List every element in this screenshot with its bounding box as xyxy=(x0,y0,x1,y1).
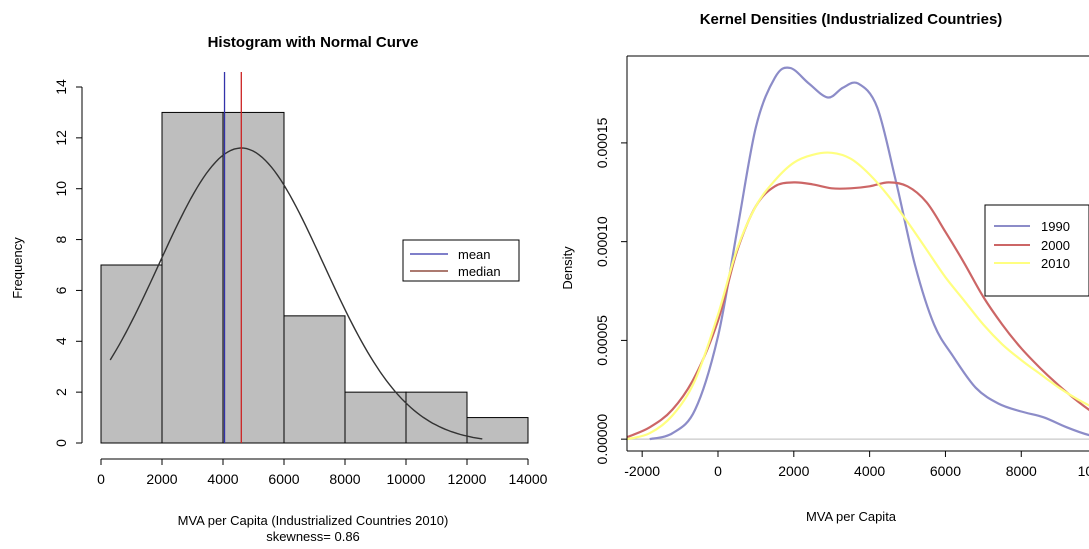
histogram-x-tick-label: 8000 xyxy=(329,471,360,487)
histogram-legend-box xyxy=(402,239,520,282)
legend-1990-label: 1990 xyxy=(1041,219,1070,234)
histogram-bar-5 xyxy=(405,391,468,444)
reference-lines xyxy=(223,72,242,443)
histogram-y-tick-label: 0 xyxy=(53,439,69,447)
density-title: Kernel Densities (Industrialized Countri… xyxy=(700,11,1003,28)
histogram-y-tick-label: 6 xyxy=(53,286,69,294)
histogram-x-tick-label: 14000 xyxy=(509,471,548,487)
density-chart: Kernel Densities (Industrialized Countri… xyxy=(560,11,1089,524)
density-x-tick-label: 6000 xyxy=(930,463,961,479)
histogram-bar-6 xyxy=(466,417,529,444)
density-y-tick-label: 0.00000 xyxy=(594,414,610,465)
histogram-x-tick-label: 10000 xyxy=(387,471,426,487)
density-x-tick-label: 2000 xyxy=(778,463,809,479)
histogram-y-tick-label: 12 xyxy=(53,130,69,146)
legend-median-label: median xyxy=(458,264,501,279)
histogram-y-tick-label: 2 xyxy=(53,388,69,396)
histogram-x-tick-label: 2000 xyxy=(146,471,177,487)
histogram-y-tick-label: 10 xyxy=(53,181,69,197)
histogram-x-axis: 0 2000 4000 6000 8000 10000 12000 14000 xyxy=(97,458,548,487)
histogram-bar-0 xyxy=(100,264,163,444)
legend-2000-label: 2000 xyxy=(1041,238,1070,253)
histogram-bar-3 xyxy=(283,315,346,444)
density-y-tick-label: 0.00005 xyxy=(594,315,610,366)
density-y-tick-label: 0.00010 xyxy=(594,216,610,267)
density-series-2000 xyxy=(627,181,1089,439)
histogram-x-tick-label: 12000 xyxy=(448,471,487,487)
histogram-y-axis: 0 2 4 6 8 10 12 14 xyxy=(53,79,83,447)
histogram-y-tick-label: 8 xyxy=(53,235,69,243)
histogram-x-tick-label: 0 xyxy=(97,471,105,487)
histogram-y-tick-label: 14 xyxy=(53,79,69,95)
density-y-label: Density xyxy=(560,246,575,290)
histogram-chart: Histogram with Normal Curve 0 2000 4000 600… xyxy=(10,34,548,544)
density-x-tick-label: 10000 xyxy=(1078,463,1089,479)
density-x-tick-label: 8000 xyxy=(1006,463,1037,479)
histogram-bar-1 xyxy=(161,111,224,444)
normal-curve xyxy=(109,147,483,440)
density-x-label: MVA per Capita xyxy=(806,509,897,524)
density-y-axis: 0.00000 0.00005 0.00010 0.00015 xyxy=(594,117,627,464)
histogram-bar-2 xyxy=(222,111,285,444)
density-series-1990 xyxy=(649,66,1089,441)
histogram-y-tick-label: 4 xyxy=(53,337,69,345)
histogram-y-label: Frequency xyxy=(10,237,25,299)
legend-2010-label: 2010 xyxy=(1041,256,1070,271)
histogram-skewness-label: skewness= 0.86 xyxy=(266,529,360,544)
density-x-tick-label: 0 xyxy=(714,463,722,479)
legend-mean-label: mean xyxy=(458,247,491,262)
density-curves xyxy=(627,66,1089,441)
histogram-x-tick-label: 4000 xyxy=(207,471,238,487)
density-legend-box xyxy=(984,204,1089,297)
histogram-x-tick-label: 6000 xyxy=(268,471,299,487)
histogram-x-label: MVA per Capita (Industrialized Countries… xyxy=(178,513,449,528)
density-x-tick-label: 4000 xyxy=(854,463,885,479)
histogram-bar-4 xyxy=(344,391,407,444)
density-series-2010 xyxy=(627,151,1089,441)
histogram-bars xyxy=(100,111,529,444)
density-legend: 1990 2000 2010 xyxy=(984,204,1089,297)
density-y-tick-label: 0.00015 xyxy=(594,117,610,168)
histogram-legend: mean median xyxy=(402,239,520,282)
histogram-title: Histogram with Normal Curve xyxy=(208,34,419,51)
density-x-axis: -2000 0 2000 4000 6000 8000 10000 xyxy=(624,451,1089,479)
density-x-tick-label: -2000 xyxy=(624,463,660,479)
